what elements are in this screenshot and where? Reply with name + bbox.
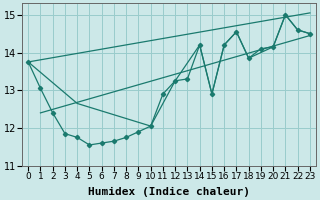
- X-axis label: Humidex (Indice chaleur): Humidex (Indice chaleur): [88, 186, 250, 197]
